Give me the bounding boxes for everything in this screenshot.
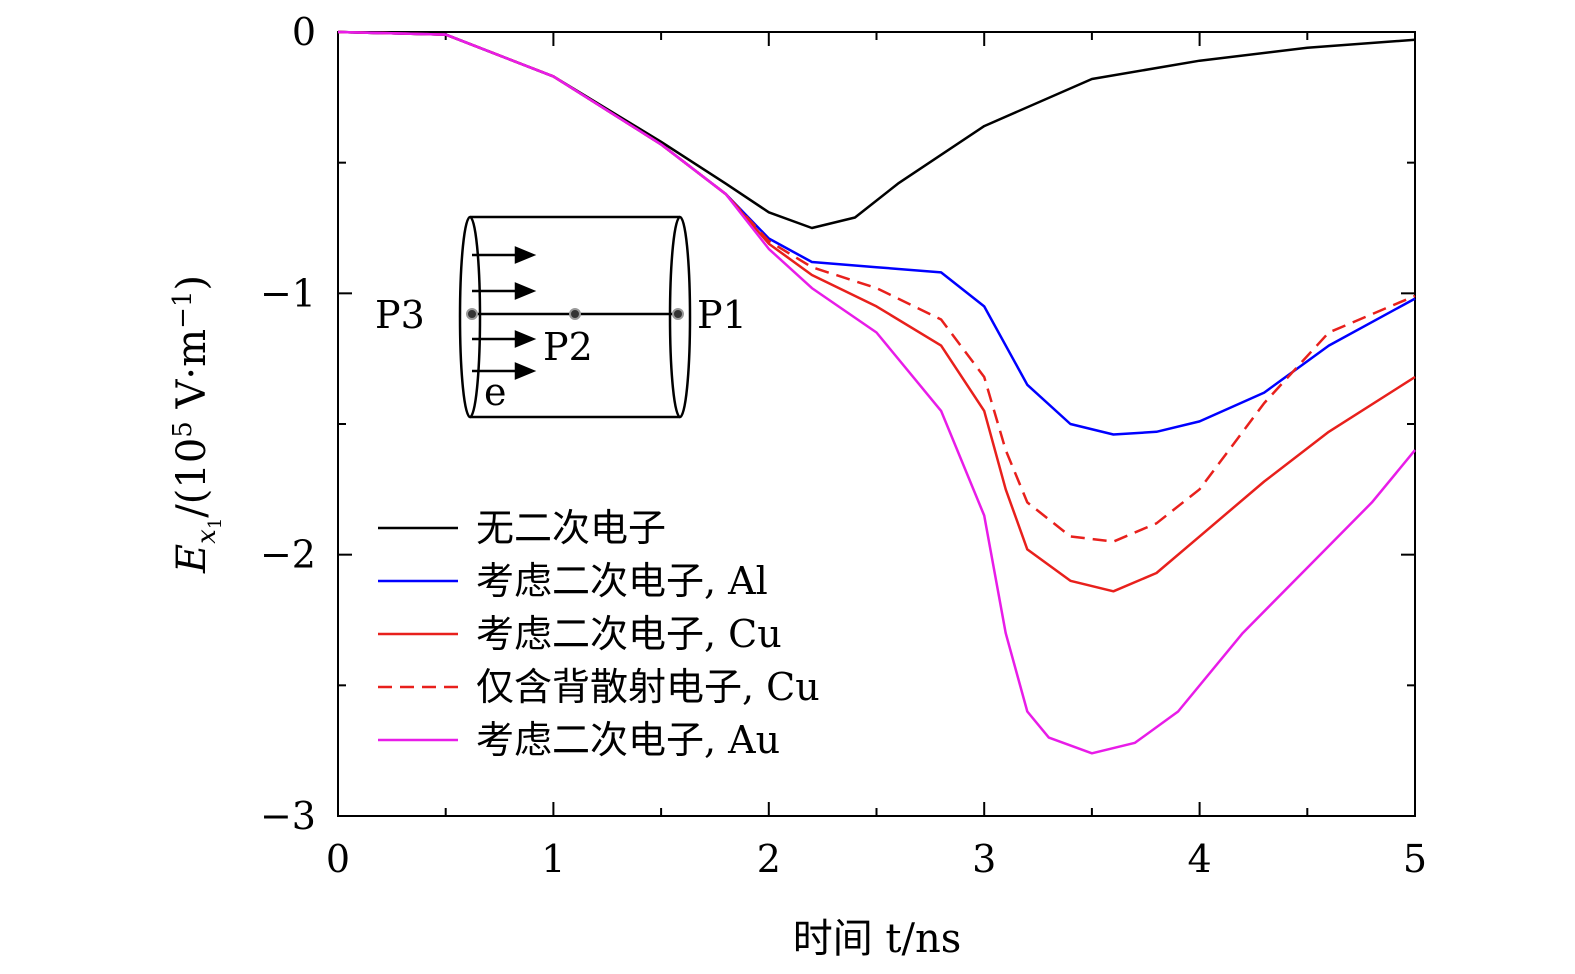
series-line bbox=[337, 30, 1416, 543]
label-p2: P2 bbox=[543, 325, 593, 369]
y-label-units: V·m bbox=[169, 329, 215, 421]
inset-diagram: P1 P2 P3 e bbox=[375, 215, 747, 419]
y-label-sub-x: x bbox=[192, 529, 222, 544]
y-label-exp5: 5 bbox=[168, 421, 198, 438]
x-tick-label: 1 bbox=[541, 837, 565, 881]
legend-label: 考虑二次电子, Cu bbox=[476, 612, 782, 656]
y-label-close: ) bbox=[169, 275, 215, 291]
y-tick-label: −3 bbox=[260, 794, 316, 838]
legend-label: 无二次电子 bbox=[476, 506, 666, 550]
y-tick-label: 0 bbox=[292, 10, 316, 54]
x-tick-label: 4 bbox=[1188, 837, 1212, 881]
svg-text:Ex1/(105 V·m−1): Ex1/(105 V·m−1) bbox=[168, 275, 226, 574]
point-p2-marker bbox=[569, 308, 581, 320]
cylinder-right-face bbox=[668, 215, 692, 419]
y-tick-label: −1 bbox=[260, 271, 316, 315]
x-axis-ticks: 0 1 2 3 4 5 bbox=[326, 32, 1427, 881]
y-axis-ticks: 0 −1 −2 −3 bbox=[260, 10, 1415, 838]
label-p1: P1 bbox=[697, 293, 747, 337]
legend-label: 仅含背散射电子, Cu bbox=[476, 665, 820, 709]
y-tick-label: −2 bbox=[260, 533, 316, 577]
x-tick-label: 5 bbox=[1403, 837, 1427, 881]
series-group bbox=[337, 30, 1416, 755]
series-line bbox=[337, 30, 1416, 755]
label-p3: P3 bbox=[375, 293, 425, 337]
point-p1-marker bbox=[672, 308, 684, 320]
y-label-sub-1: 1 bbox=[205, 518, 226, 529]
y-axis-label: Ex1/(105 V·m−1) bbox=[168, 275, 226, 574]
point-p3-marker bbox=[466, 308, 478, 320]
y-label-e: E bbox=[169, 544, 215, 574]
legend-label: 考虑二次电子, Al bbox=[476, 559, 768, 603]
legend-label: 考虑二次电子, Au bbox=[476, 718, 780, 762]
cylinder-left-face bbox=[458, 215, 482, 419]
series-line bbox=[337, 30, 1416, 230]
x-tick-label: 0 bbox=[326, 837, 350, 881]
electron-arrows bbox=[472, 246, 537, 380]
label-electron: e bbox=[484, 370, 507, 414]
x-tick-label: 2 bbox=[757, 837, 781, 881]
y-label-exp-neg1: −1 bbox=[168, 291, 198, 329]
x-axis-label: 时间 t/ns bbox=[793, 916, 962, 962]
y-label-mid: /(10 bbox=[169, 438, 215, 518]
x-tick-label: 3 bbox=[972, 837, 996, 881]
